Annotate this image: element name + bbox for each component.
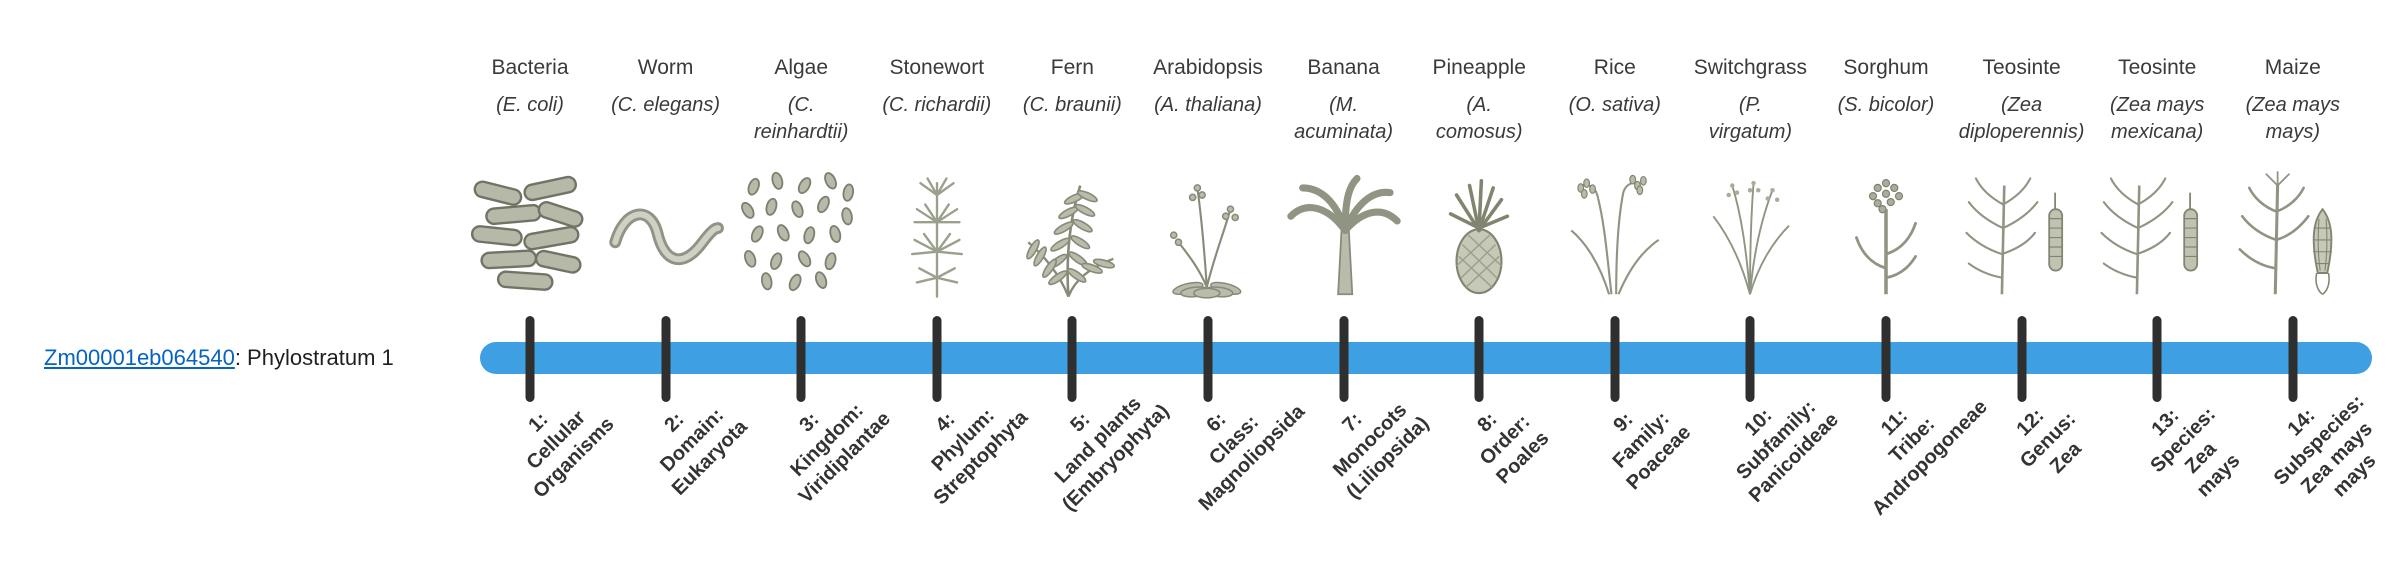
gene-link[interactable]: Zm00001eb064540	[44, 345, 235, 370]
teosinte-icon	[2092, 160, 2222, 308]
organism-name: Banana	[1307, 56, 1380, 79]
phylostratum-label: 6: Class: Magnoliopsida	[1194, 400, 1310, 516]
tick-mark	[2152, 316, 2162, 402]
tick-mark	[525, 316, 535, 402]
organism-name: Stonewort	[889, 56, 985, 79]
organism-name: Sorghum	[1843, 56, 1929, 79]
gene-stratum-text: : Phylostratum 1	[234, 345, 394, 370]
pineapple-icon	[1414, 160, 1544, 308]
tick-mark	[796, 316, 806, 402]
sorghum-icon	[1821, 160, 1951, 308]
organism-scientific-name: (Zea mays mexicana)	[2109, 94, 2205, 143]
phylostratum-label: 1: Cellular Organisms	[522, 406, 619, 503]
phylostratum-label: 11: Tribe: Andropogoneae	[1867, 395, 1992, 520]
organism-scientific-name: (A. comosus)	[1435, 94, 1523, 143]
organism-name: Worm	[637, 56, 694, 79]
worm-icon	[601, 160, 731, 308]
phylostratum-label: 7: Monocots (Liliopsida)	[1328, 399, 1433, 504]
banana-icon	[1279, 160, 1409, 308]
organism-scientific-name: (C. richardii)	[882, 94, 992, 116]
phylostratum-label: 5: Land plants (Embryophyta)	[1051, 392, 1174, 516]
tick-mark	[1881, 316, 1891, 402]
algae-icon	[736, 160, 866, 308]
organism-name: Pineapple	[1432, 56, 1526, 79]
tick-mark	[1067, 316, 1077, 402]
organism-name: Maize	[2264, 56, 2321, 79]
organism-name: Fern	[1050, 56, 1094, 79]
organism-name: Bacteria	[491, 56, 569, 79]
tick-mark	[1339, 316, 1349, 402]
arabidopsis-icon	[1143, 160, 1273, 308]
tick-mark	[932, 316, 942, 402]
organism-scientific-name: (A. thaliana)	[1154, 94, 1262, 116]
tick-mark	[1203, 316, 1213, 402]
phylostratum-label: 3: Kingdom: Viridiplantae	[786, 399, 896, 508]
organism-name: Rice	[1593, 56, 1636, 79]
organism-name: Teosinte	[1982, 56, 2061, 79]
phylostratum-label: 12: Genus: Zea	[2012, 404, 2086, 478]
rice-icon	[1550, 160, 1680, 308]
organism-scientific-name: (Zea diploperennis)	[1958, 94, 2085, 143]
bacteria-icon	[465, 160, 595, 308]
organism-name: Arabidopsis	[1153, 56, 1263, 79]
organism-scientific-name: (S. bicolor)	[1837, 94, 1935, 116]
organism-name: Switchgrass	[1693, 56, 1807, 79]
tick-mark	[1610, 316, 1620, 402]
organism-scientific-name: (C. reinhardtii)	[753, 94, 849, 143]
organism-name: Algae	[774, 56, 829, 79]
fern-icon	[1007, 160, 1137, 308]
gene-label: Zm00001eb064540: Phylostratum 1	[44, 345, 394, 371]
organism-scientific-name: (C. elegans)	[611, 94, 721, 116]
tick-mark	[1474, 316, 1484, 402]
phylostratum-label: 2: Domain: Eukaryota	[655, 404, 752, 500]
stonewort-icon	[872, 160, 1002, 308]
maize-icon	[2228, 160, 2358, 308]
phylostratum-label: 8: Order: Poales	[1473, 408, 1554, 489]
teosinte-icon	[1957, 160, 2087, 308]
phylostratum-label: 14: Subspecies: Zea mays mays	[2269, 390, 2381, 502]
tick-mark	[2288, 316, 2298, 402]
tick-mark	[661, 316, 671, 402]
phylostratum-label: 4: Phylum: Streptophyta	[927, 404, 1033, 510]
phylostratum-label: 9: Family: Poaceae	[1608, 407, 1696, 495]
organism-scientific-name: (M. acuminata)	[1294, 94, 1394, 143]
organism-scientific-name: (C. braunii)	[1022, 94, 1122, 116]
organism-name: Teosinte	[2118, 56, 2197, 79]
organism-scientific-name: (P. virgatum)	[1708, 94, 1793, 143]
organism-scientific-name: (Zea mays mays)	[2245, 94, 2341, 143]
organism-scientific-name: (O. sativa)	[1568, 94, 1661, 116]
phylostratum-label: 13: Species: Zea mays	[2146, 403, 2245, 502]
phylostratum-bar	[480, 342, 2372, 374]
organism-scientific-name: (E. coli)	[496, 94, 564, 116]
phylostratum-label: 10: Subfamily: Panicoideae	[1732, 396, 1844, 507]
tick-mark	[1745, 316, 1755, 402]
tick-mark	[2017, 316, 2027, 402]
switchgrass-icon	[1685, 160, 1815, 308]
